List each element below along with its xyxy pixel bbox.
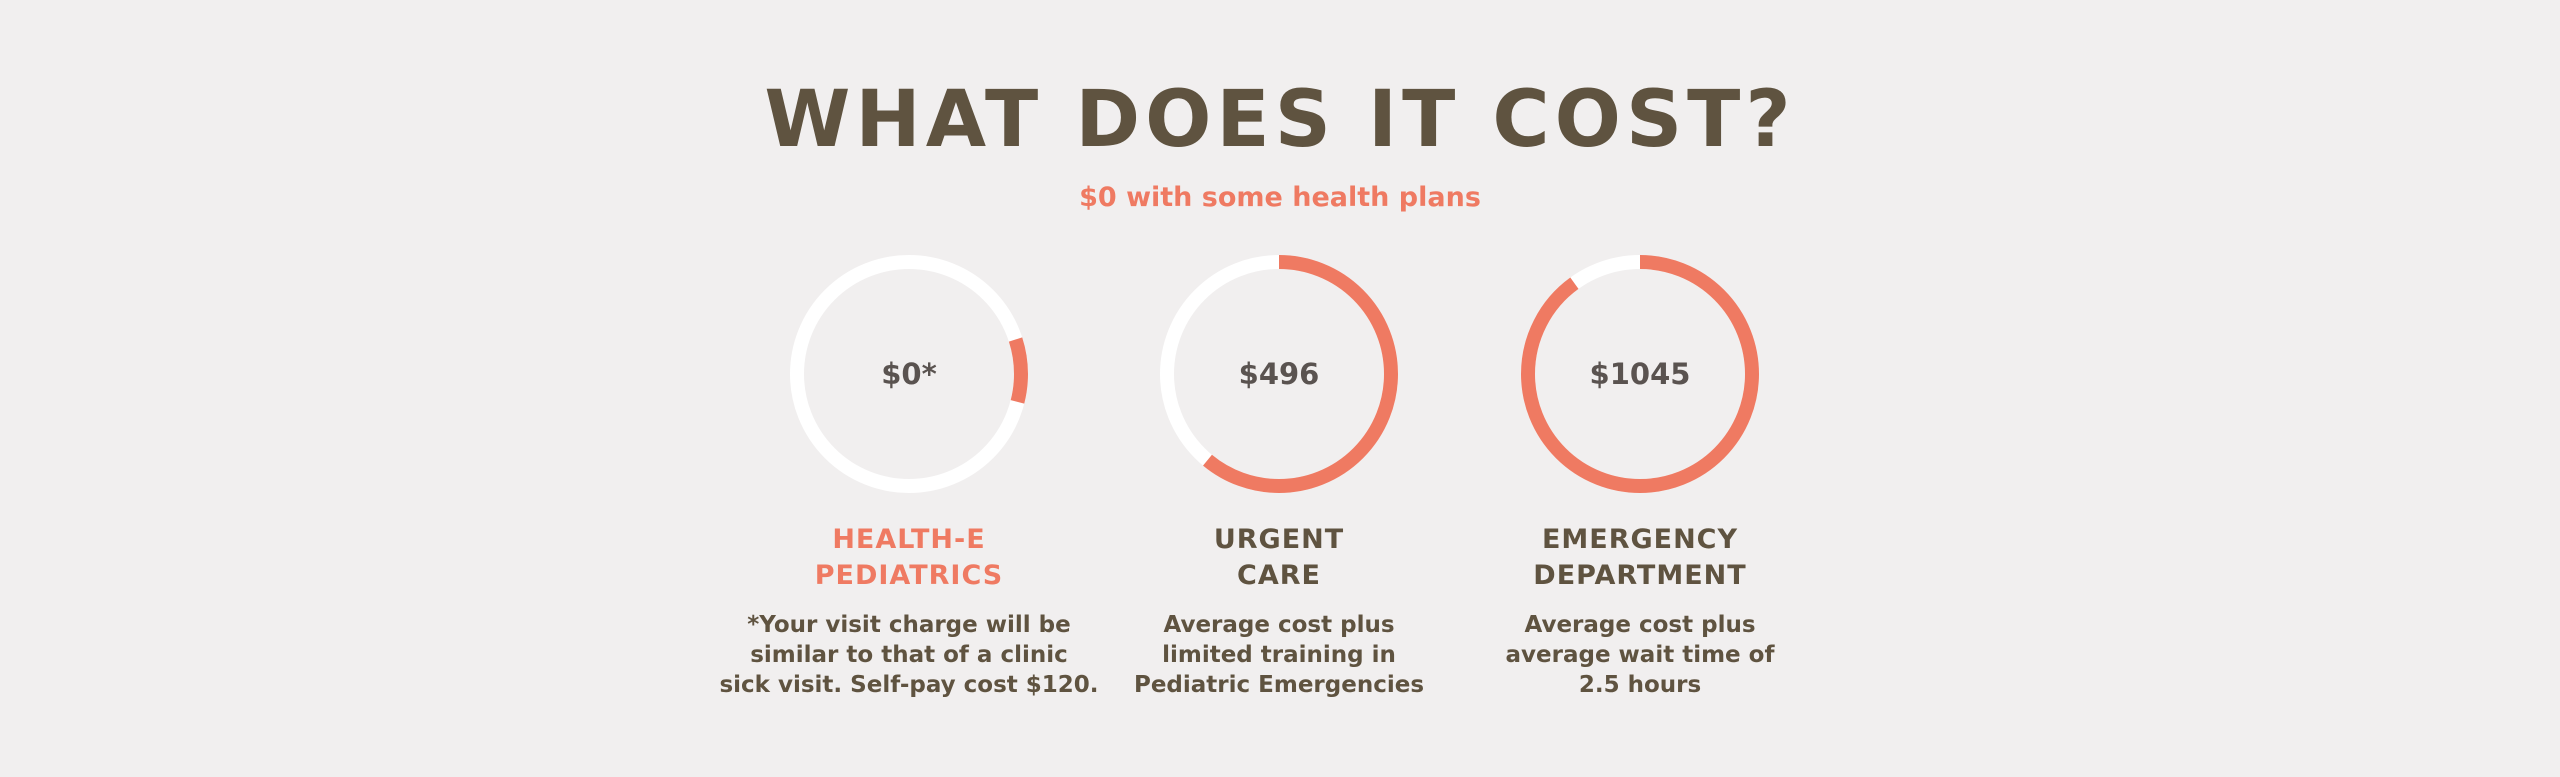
option-description: *Your visit charge will be similar to th… — [719, 612, 1099, 698]
ring-arc — [1160, 255, 1398, 493]
cost-value: $496 — [1238, 357, 1320, 391]
page-title: WHAT DOES IT COST? — [764, 75, 1796, 165]
cost-card-emergency-department: $1045 EMERGENCY DEPARTMENT Average cost … — [1430, 250, 1850, 700]
option-description: Average cost plus limited training in Pe… — [1133, 612, 1425, 698]
page-subtitle: $0 with some health plans — [1079, 182, 1481, 213]
cost-ring: $0* — [785, 250, 1033, 498]
cost-ring: $1045 — [1516, 250, 1764, 498]
cost-value: $0* — [881, 357, 937, 391]
cost-ring-chart — [1160, 255, 1398, 493]
option-title: HEALTH-E PEDIATRICS — [814, 524, 1004, 591]
cost-ring-chart — [790, 255, 1028, 493]
option-title: EMERGENCY DEPARTMENT — [1533, 524, 1747, 591]
cost-ring: $496 — [1155, 250, 1403, 498]
option-description: Average cost plus average wait time of 2… — [1505, 612, 1775, 698]
ring-arc — [1521, 255, 1759, 493]
cost-card-health-e-pediatrics: $0* HEALTH-E PEDIATRICS *Your visit char… — [699, 250, 1119, 700]
cost-card-urgent-care: $496 URGENT CARE Average cost plus limit… — [1069, 250, 1489, 700]
cost-value: $1045 — [1589, 357, 1691, 391]
ring-arc — [790, 255, 1028, 493]
cost-ring-chart — [1521, 255, 1759, 493]
option-title: URGENT CARE — [1213, 524, 1345, 591]
